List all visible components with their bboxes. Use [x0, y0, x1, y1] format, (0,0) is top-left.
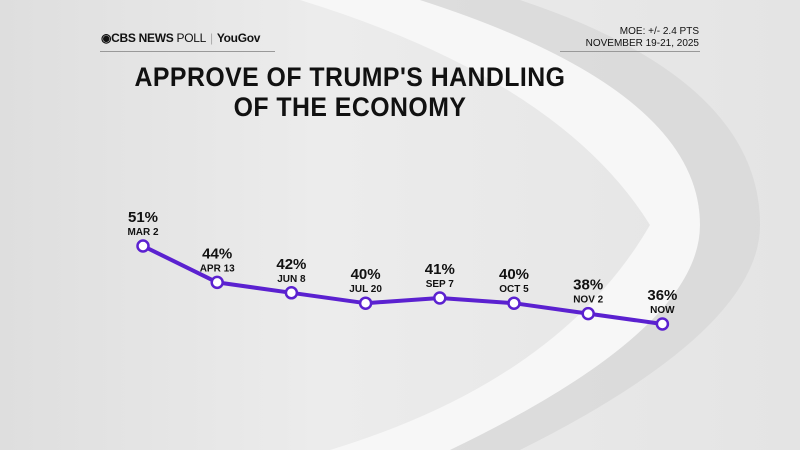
value-label: 41%: [425, 261, 455, 278]
partner-logo: YouGov: [216, 31, 261, 45]
value-label: 40%: [499, 266, 529, 283]
value-label: 36%: [647, 287, 677, 304]
data-point: [358, 296, 373, 310]
brand: CBS NEWS: [111, 31, 174, 45]
date-label: MAR 2: [127, 227, 159, 238]
brand-suffix: POLL: [176, 31, 207, 45]
date-label: OCT 5: [499, 284, 529, 295]
value-label: 51%: [128, 209, 158, 226]
chart-title: APPROVE OF TRUMP'S HANDLING OF THE ECONO…: [120, 62, 580, 122]
date-label: NOW: [650, 305, 675, 316]
data-point: [210, 275, 224, 290]
data-point: [581, 306, 595, 321]
title-line-1: APPROVE OF TRUMP'S HANDLING: [134, 62, 566, 92]
header-rule-right: [560, 51, 700, 52]
poll-dates: NOVEMBER 19-21, 2025: [585, 38, 699, 49]
cbs-eye-icon: ◉: [101, 31, 112, 45]
value-label: 40%: [351, 266, 381, 283]
data-point: [136, 239, 150, 253]
data-point: [433, 291, 447, 305]
poll-info: MOE: +/- 2.4 PTS NOVEMBER 19-21, 2025: [586, 26, 699, 50]
date-label: JUL 20: [349, 284, 382, 295]
header-rule-left: [100, 51, 275, 52]
margin-of-error: MOE: +/- 2.4 PTS: [619, 26, 699, 37]
data-point: [507, 296, 521, 310]
date-label: JUN 8: [277, 274, 306, 285]
date-label: NOV 2: [573, 295, 603, 306]
value-label: 44%: [202, 245, 232, 262]
value-label: 38%: [573, 277, 603, 294]
date-label: SEP 7: [426, 279, 455, 290]
title-line-2: OF THE ECONOMY: [233, 92, 467, 122]
cbs-news-poll-logo: ◉CBS NEWS POLL | YouGov: [101, 31, 261, 45]
series-line: [142, 244, 663, 326]
data-point: [284, 286, 299, 300]
data-point: [655, 317, 670, 331]
date-label: APR 13: [200, 263, 235, 274]
value-label: 42%: [276, 256, 306, 273]
